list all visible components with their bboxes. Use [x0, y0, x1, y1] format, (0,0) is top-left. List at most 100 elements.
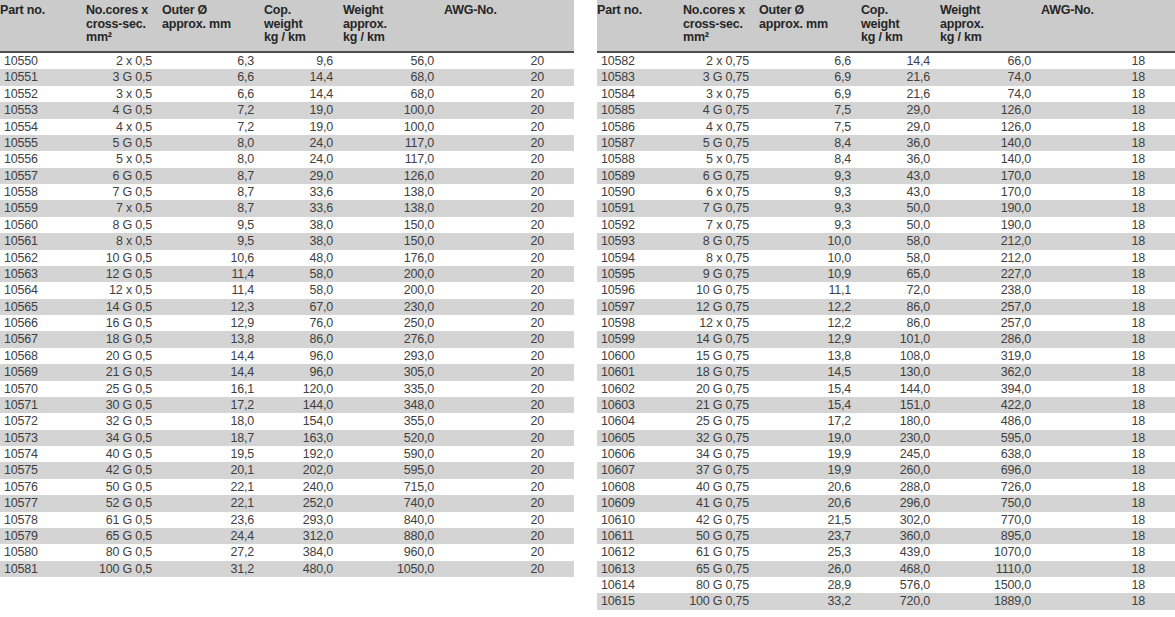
cell-outer-diameter: 14,4: [162, 348, 264, 364]
cell-cores-cross-sec: 2 x 0,5: [86, 52, 162, 69]
cell-outer-diameter: 12,2: [759, 315, 861, 331]
cell-awg-no: 20: [444, 397, 574, 413]
cell-weight-approx: 422,0: [940, 397, 1041, 413]
cell-awg-no: 18: [1041, 462, 1175, 478]
cell-cores-cross-sec: 3 x 0,5: [86, 86, 162, 102]
cell-cores-cross-sec: 42 G 0,75: [683, 512, 759, 528]
header-line: Part no.: [0, 4, 86, 18]
cell-cores-cross-sec: 6 G 0,5: [86, 168, 162, 184]
table-row: 1060634 G 0,7519,9245,0638,018: [597, 446, 1175, 462]
cell-weight-approx: 960,0: [343, 544, 444, 560]
cell-weight-approx: 140,0: [940, 135, 1041, 151]
cell-outer-diameter: 20,1: [162, 462, 264, 478]
cell-weight-approx: 230,0: [343, 299, 444, 315]
header-line: Outer Ø: [759, 4, 861, 18]
cell-weight-approx: 840,0: [343, 512, 444, 528]
cell-part-no: 10560: [0, 217, 86, 233]
cell-weight-approx: 1500,0: [940, 577, 1041, 593]
cell-outer-diameter: 6,6: [162, 86, 264, 102]
cell-outer-diameter: 12,9: [759, 331, 861, 347]
cell-copper-weight: 67,0: [264, 299, 343, 315]
header-line: AWG-No.: [444, 4, 574, 18]
cell-outer-diameter: 6,3: [162, 52, 264, 69]
cell-outer-diameter: 6,6: [162, 69, 264, 85]
cell-weight-approx: 276,0: [343, 331, 444, 347]
header-line: approx.: [940, 18, 1041, 32]
cell-cores-cross-sec: 3 G 0,75: [683, 69, 759, 85]
cell-cores-cross-sec: 30 G 0,5: [86, 397, 162, 413]
cell-awg-no: 18: [1041, 413, 1175, 429]
table-row: 1061150 G 0,7523,7360,0895,018: [597, 528, 1175, 544]
cell-cores-cross-sec: 12 G 0,75: [683, 299, 759, 315]
cell-part-no: 10592: [597, 217, 683, 233]
cell-outer-diameter: 15,4: [759, 381, 861, 397]
table-row: 1057752 G 0,522,1252,0740,020: [0, 495, 574, 511]
cell-outer-diameter: 27,2: [162, 544, 264, 560]
cell-part-no: 10570: [0, 381, 86, 397]
cell-copper-weight: 76,0: [264, 315, 343, 331]
cell-copper-weight: 14,4: [264, 86, 343, 102]
cell-awg-no: 20: [444, 184, 574, 200]
cell-cores-cross-sec: 52 G 0,5: [86, 495, 162, 511]
cell-outer-diameter: 19,9: [759, 462, 861, 478]
cell-outer-diameter: 15,4: [759, 397, 861, 413]
table-row: 105948 x 0,7510,058,0212,018: [597, 250, 1175, 266]
cell-copper-weight: 252,0: [264, 495, 343, 511]
cell-weight-approx: 138,0: [343, 200, 444, 216]
cell-outer-diameter: 7,5: [759, 102, 861, 118]
cell-outer-diameter: 6,9: [759, 69, 861, 85]
cell-outer-diameter: 6,9: [759, 86, 861, 102]
table-row: 1057025 G 0,516,1120,0335,020: [0, 381, 574, 397]
cell-cores-cross-sec: 8 G 0,75: [683, 233, 759, 249]
cell-part-no: 10579: [0, 528, 86, 544]
cell-outer-diameter: 22,1: [162, 495, 264, 511]
table-header: Part no. No.cores x cross-sec. mm² Outer…: [0, 0, 574, 52]
cell-weight-approx: 212,0: [940, 233, 1041, 249]
cell-awg-no: 18: [1041, 184, 1175, 200]
column-header-weight-approx: Weight approx. kg / km: [343, 0, 444, 52]
column-header-awg-no: AWG-No.: [1041, 0, 1175, 52]
cell-cores-cross-sec: 100 G 0,75: [683, 593, 759, 609]
cell-outer-diameter: 17,2: [162, 397, 264, 413]
cell-weight-approx: 227,0: [940, 266, 1041, 282]
cell-weight-approx: 74,0: [940, 86, 1041, 102]
cell-part-no: 10578: [0, 512, 86, 528]
cell-awg-no: 20: [444, 266, 574, 282]
cell-awg-no: 20: [444, 52, 574, 69]
cell-outer-diameter: 12,2: [759, 299, 861, 315]
cell-outer-diameter: 9,5: [162, 233, 264, 249]
cell-part-no: 10582: [597, 52, 683, 69]
cell-cores-cross-sec: 5 x 0,75: [683, 151, 759, 167]
cell-part-no: 10561: [0, 233, 86, 249]
cell-part-no: 10577: [0, 495, 86, 511]
cell-copper-weight: 43,0: [861, 184, 940, 200]
cell-cores-cross-sec: 10 G 0,75: [683, 282, 759, 298]
cell-weight-approx: 394,0: [940, 381, 1041, 397]
cell-cores-cross-sec: 9 G 0,75: [683, 266, 759, 282]
table-row: 1057861 G 0,523,6293,0840,020: [0, 512, 574, 528]
cell-awg-no: 20: [444, 86, 574, 102]
cell-weight-approx: 638,0: [940, 446, 1041, 462]
cell-awg-no: 18: [1041, 200, 1175, 216]
cell-outer-diameter: 16,1: [162, 381, 264, 397]
cell-outer-diameter: 7,2: [162, 119, 264, 135]
table-row: 1061261 G 0,7525,3439,01070,018: [597, 544, 1175, 560]
cell-weight-approx: 56,0: [343, 52, 444, 69]
cell-weight-approx: 286,0: [940, 331, 1041, 347]
cell-copper-weight: 154,0: [264, 413, 343, 429]
cell-copper-weight: 96,0: [264, 348, 343, 364]
cell-weight-approx: 1050,0: [343, 561, 444, 577]
cell-outer-diameter: 10,9: [759, 266, 861, 282]
cell-outer-diameter: 8,4: [759, 135, 861, 151]
table-row: 105833 G 0,756,921,674,018: [597, 69, 1175, 85]
cell-copper-weight: 19,0: [264, 119, 343, 135]
table-row: 1059610 G 0,7511,172,0238,018: [597, 282, 1175, 298]
cell-copper-weight: 50,0: [861, 217, 940, 233]
cell-cores-cross-sec: 80 G 0,5: [86, 544, 162, 560]
cell-part-no: 10575: [0, 462, 86, 478]
table-body: 105822 x 0,756,614,466,018105833 G 0,756…: [597, 52, 1175, 610]
cell-part-no: 10559: [0, 200, 86, 216]
cell-awg-no: 20: [444, 119, 574, 135]
header-line: mm²: [683, 31, 759, 45]
cell-awg-no: 20: [444, 250, 574, 266]
